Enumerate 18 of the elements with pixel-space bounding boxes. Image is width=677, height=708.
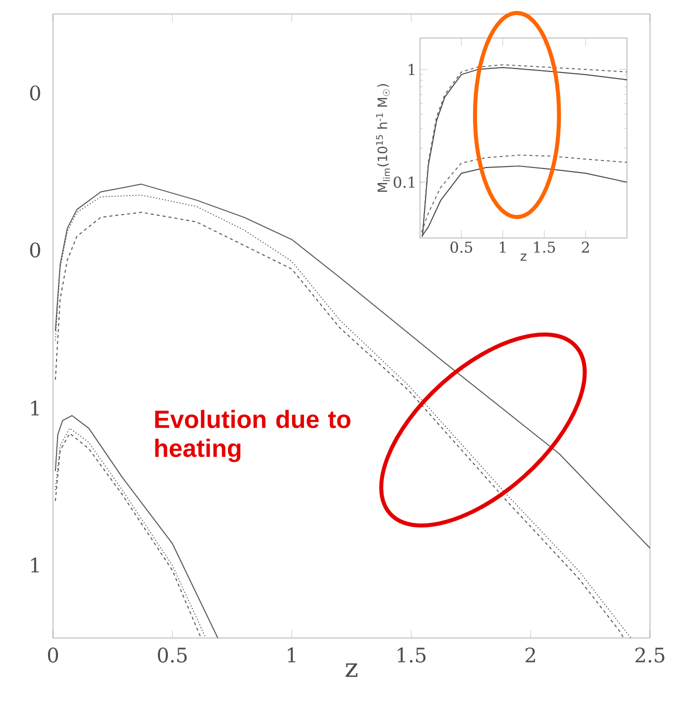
x-tick-label: 2.5 — [636, 648, 664, 663]
text: 1 — [31, 400, 39, 416]
x-axis-title: z — [520, 254, 526, 261]
x-tick-label: 1.5 — [534, 242, 555, 253]
text: 0 — [30, 85, 40, 101]
x-axis-title: z — [346, 663, 358, 677]
y-tick-label: 0.1 — [394, 176, 414, 188]
x-tick-label: 0.5 — [158, 648, 187, 663]
x-tick-label: 1.5 — [398, 648, 426, 663]
x-tick-label: 0.5 — [450, 242, 472, 253]
text: 1 — [31, 558, 39, 572]
x-tick-label: 2 — [582, 242, 589, 253]
x-tick-label: 1 — [288, 648, 296, 662]
x-tick-label: 1 — [500, 242, 506, 253]
text: M$_{lim}$(10$^{15}$ h$^{-1}$ M$_{☉}$) — [376, 84, 390, 192]
annotation: Evolution due to heating — [155, 410, 350, 462]
x-tick-label: 2 — [526, 648, 535, 662]
x-tick-label: 0 — [48, 648, 58, 663]
